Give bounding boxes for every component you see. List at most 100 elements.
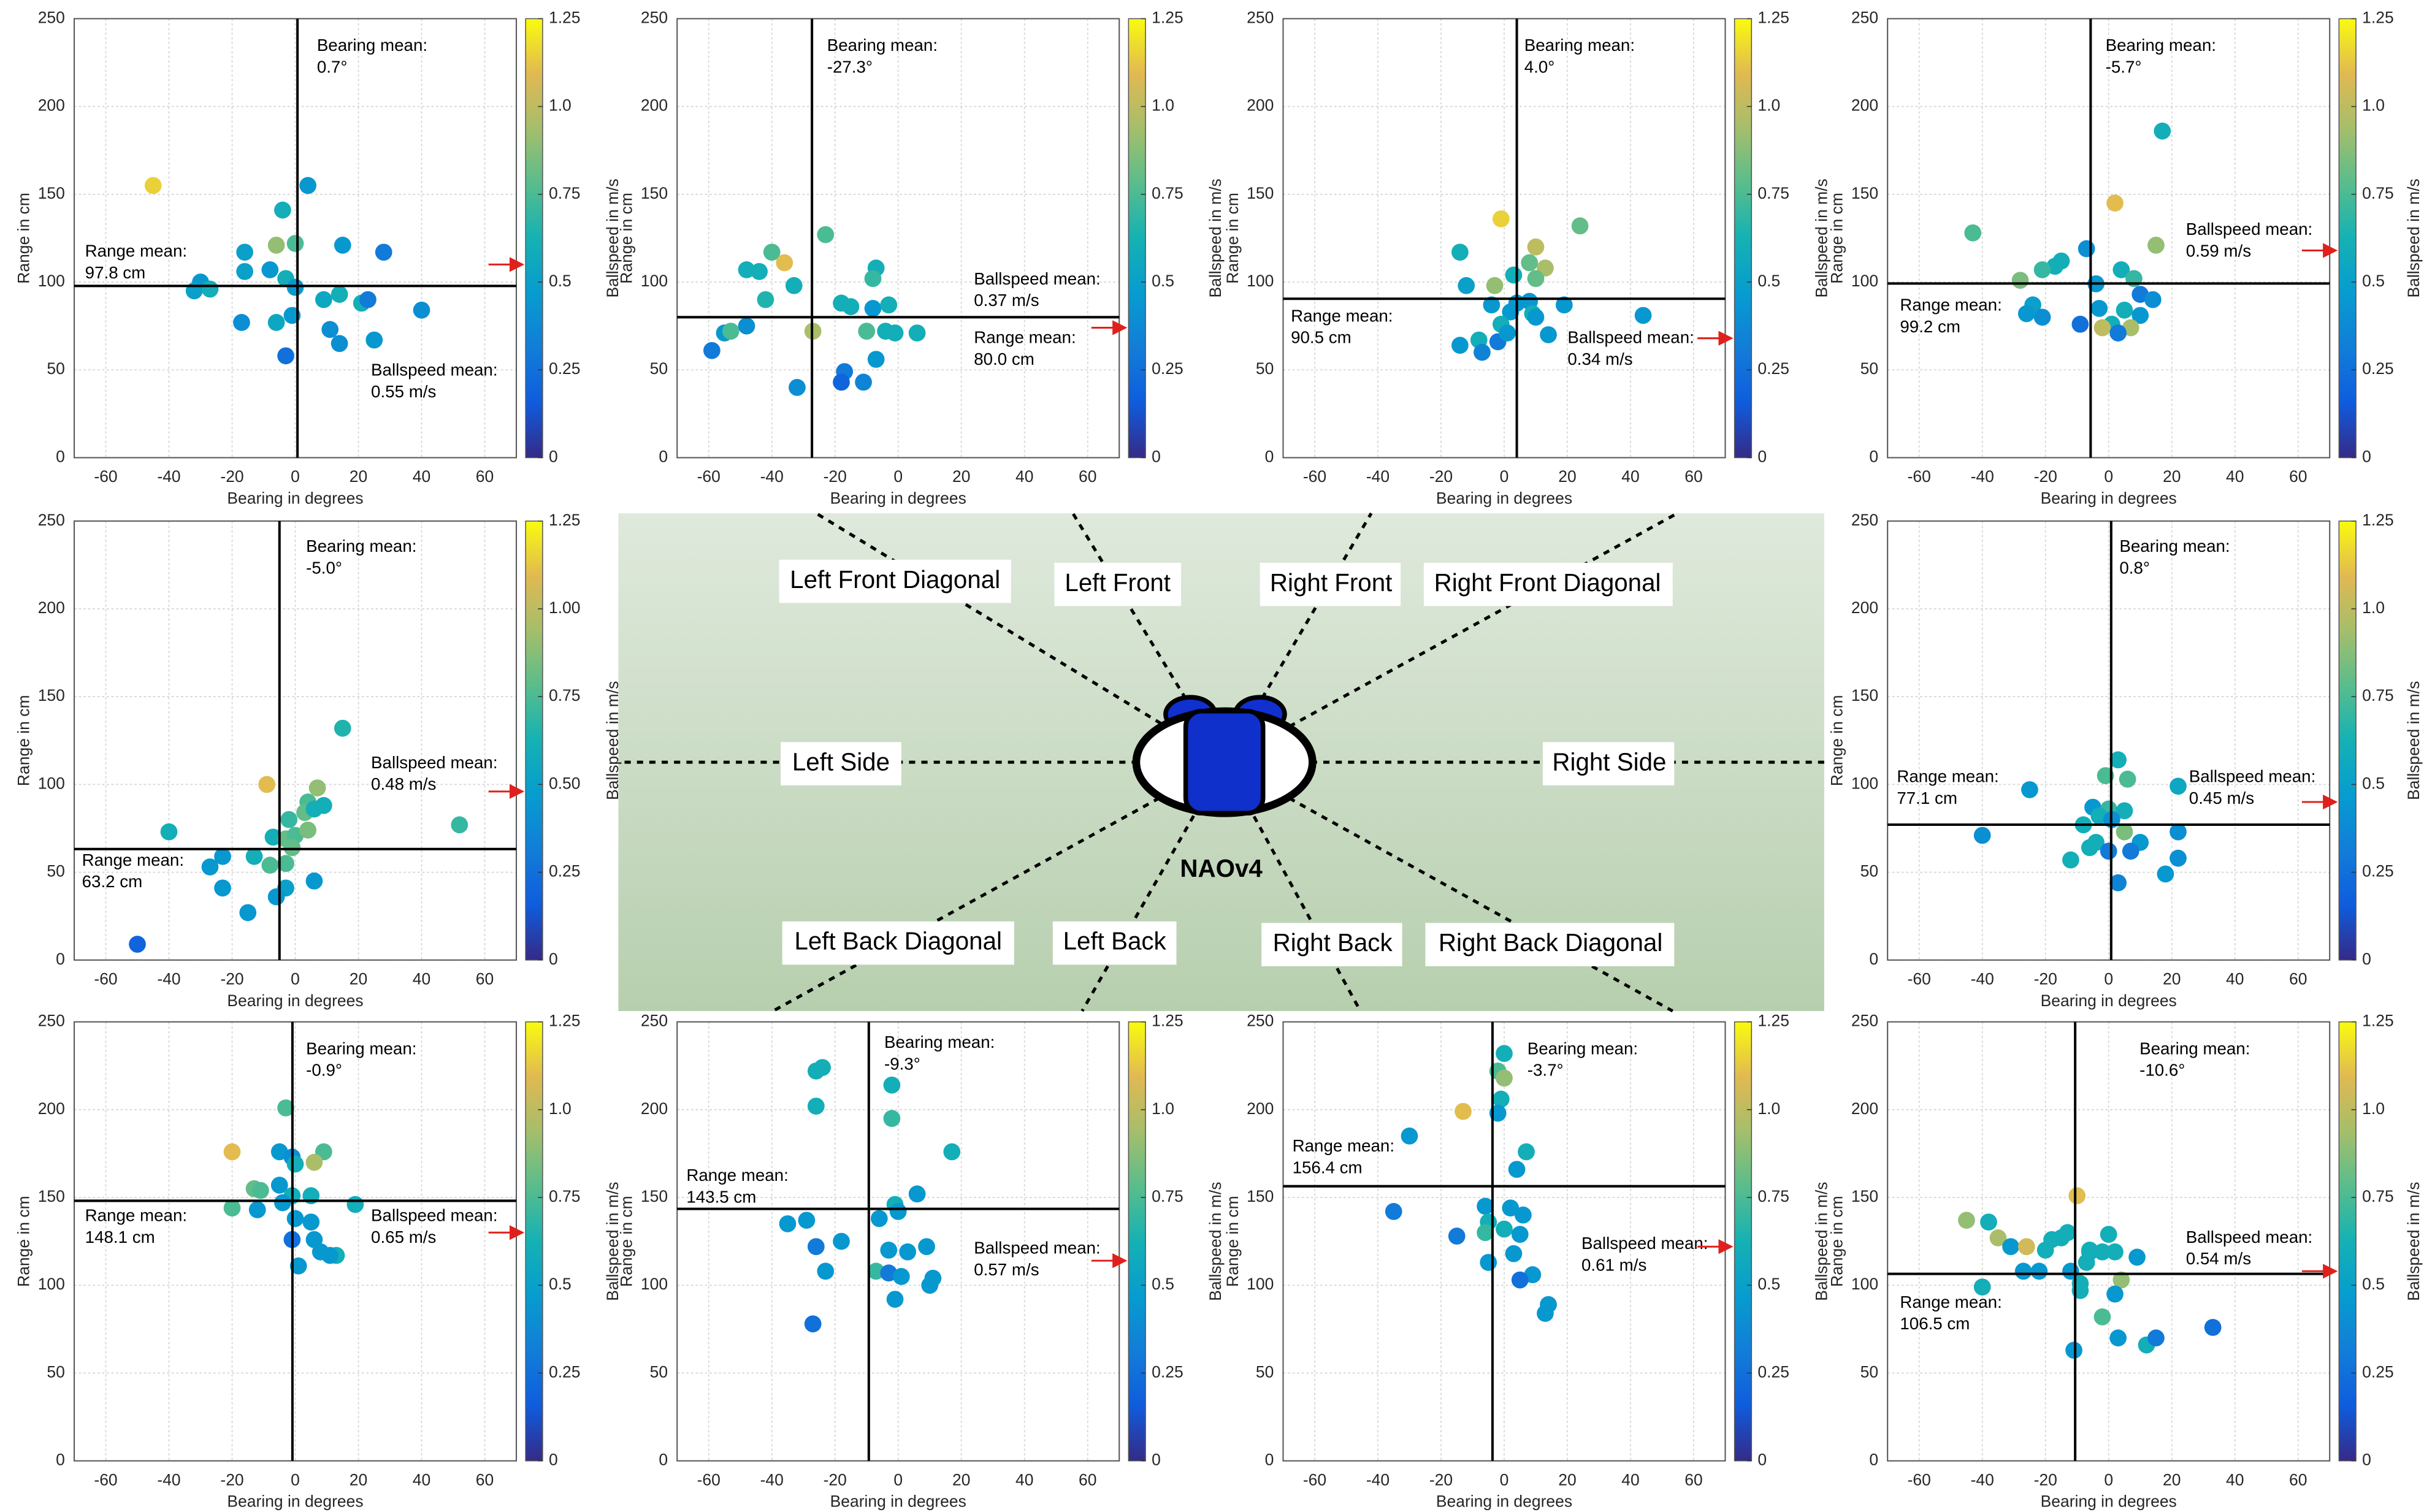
colorbar-tick-label: 0 xyxy=(549,950,558,968)
annotation-value: -0.9° xyxy=(306,1061,342,1080)
x-tick-label: -60 xyxy=(1303,467,1326,486)
colorbar xyxy=(1128,18,1145,457)
x-tick-label: 0 xyxy=(2104,970,2113,988)
colorbar-tick-label: 0.5 xyxy=(1757,272,1780,290)
scatter-point xyxy=(258,776,275,793)
scatter-point xyxy=(299,177,316,194)
scatter-panel: -60-40-200204060050100150200250Bearing i… xyxy=(1828,1012,2423,1511)
y-axis-label: Range in cm xyxy=(1828,695,1846,786)
annotation-title: Bearing mean: xyxy=(2119,536,2230,556)
y-tick-label: 200 xyxy=(641,96,668,115)
y-tick-label: 50 xyxy=(1860,359,1878,378)
colorbar-tick-label: 1.0 xyxy=(549,96,572,115)
scatter-point xyxy=(1474,344,1491,361)
scatter-point xyxy=(287,235,304,252)
y-tick-label: 200 xyxy=(1851,598,1878,617)
colorbar-tick-label: 0 xyxy=(549,1451,558,1469)
x-axis-label: Bearing in degrees xyxy=(2041,991,2177,1010)
scatter-point xyxy=(309,779,326,796)
scatter-point xyxy=(261,857,278,874)
direction-label: Left Front Diagonal xyxy=(790,565,1000,594)
scatter-point xyxy=(808,1063,825,1080)
scatter-point xyxy=(334,237,351,254)
scatter-point xyxy=(817,226,834,243)
x-tick-label: 60 xyxy=(1079,467,1096,486)
x-tick-label: -20 xyxy=(1429,467,1453,486)
scatter-point xyxy=(2002,1238,2019,1255)
annotation-title: Bearing mean: xyxy=(306,536,416,556)
scatter-point xyxy=(334,720,351,737)
y-axis-label: Range in cm xyxy=(14,695,32,786)
direction-label: Right Front Diagonal xyxy=(1434,568,1661,597)
y-tick-label: 250 xyxy=(1851,511,1878,529)
scatter-panel: -60-40-200204060050100150200250Bearing i… xyxy=(14,511,622,1010)
scatter-point xyxy=(1499,324,1516,342)
scatter-point xyxy=(1540,326,1557,343)
x-tick-label: 20 xyxy=(2163,467,2181,486)
x-tick-label: 0 xyxy=(291,970,300,988)
scatter-point xyxy=(2119,771,2136,788)
annotation-value: 0.54 m/s xyxy=(2186,1249,2251,1268)
scatter-point xyxy=(868,351,885,368)
scatter-point xyxy=(302,1213,319,1231)
robot-label: NAOv4 xyxy=(1180,854,1263,882)
scatter-point xyxy=(871,1210,888,1228)
scatter-point xyxy=(1512,1226,1529,1243)
scatter-point xyxy=(347,1196,364,1213)
y-tick-label: 200 xyxy=(641,1099,668,1118)
colorbar-label: Ballspeed in m/s xyxy=(603,681,622,800)
x-tick-label: -60 xyxy=(1303,1470,1326,1489)
scatter-point xyxy=(2021,781,2038,798)
scatter-point xyxy=(855,373,872,391)
colorbar-tick-label: 0.25 xyxy=(549,862,581,880)
annotation-value: 143.5 cm xyxy=(686,1187,756,1206)
annotation-value: 4.0° xyxy=(1524,57,1555,76)
scatter-point xyxy=(1385,1203,1402,1220)
colorbar-tick-label: 0 xyxy=(1757,447,1767,465)
annotation-title: Range mean: xyxy=(974,328,1076,347)
x-tick-label: 20 xyxy=(1558,1470,1576,1489)
x-axis-label: Bearing in degrees xyxy=(1436,1492,1572,1511)
colorbar-tick-label: 0.75 xyxy=(1152,1187,1183,1205)
y-tick-label: 100 xyxy=(641,1275,668,1293)
colorbar-tick-label: 0 xyxy=(549,447,558,465)
x-tick-label: 0 xyxy=(893,1470,903,1489)
scatter-point xyxy=(306,1154,323,1171)
colorbar-tick-label: 0.5 xyxy=(1152,272,1174,290)
x-tick-label: 20 xyxy=(1558,467,1576,486)
y-tick-label: 200 xyxy=(1247,96,1274,115)
annotation-title: Bearing mean: xyxy=(827,36,938,55)
scatter-point xyxy=(1527,239,1545,256)
scatter-point xyxy=(887,324,904,342)
y-tick-label: 50 xyxy=(650,359,668,378)
x-tick-label: 40 xyxy=(1015,1470,1033,1489)
scatter-point xyxy=(776,254,793,272)
colorbar-tick-label: 0.75 xyxy=(549,686,581,704)
colorbar xyxy=(1735,18,1752,457)
scatter-point xyxy=(1512,1272,1529,1289)
colorbar-tick-label: 0.25 xyxy=(1757,1362,1789,1381)
x-tick-label: 60 xyxy=(476,467,494,486)
direction-label: Left Front xyxy=(1065,568,1171,597)
scatter-point xyxy=(1508,1161,1526,1178)
y-axis-label: Range in cm xyxy=(1223,1196,1242,1287)
y-tick-label: 150 xyxy=(641,184,668,202)
colorbar xyxy=(1128,1022,1145,1461)
scatter-point xyxy=(2094,1308,2111,1326)
colorbar-tick-label: 1.0 xyxy=(2362,1099,2385,1118)
scatter-point xyxy=(817,1262,834,1280)
scatter-point xyxy=(2109,1329,2127,1346)
colorbar-tick-label: 0.75 xyxy=(1757,184,1789,202)
scatter-point xyxy=(1974,827,1991,844)
colorbar-tick-label: 1.25 xyxy=(2362,511,2394,529)
scatter-point xyxy=(943,1144,960,1161)
x-tick-label: 20 xyxy=(952,1470,970,1489)
x-tick-label: -20 xyxy=(824,1470,847,1489)
scatter-point xyxy=(233,314,250,331)
scatter-point xyxy=(1486,277,1504,294)
x-tick-label: 40 xyxy=(413,970,430,988)
scatter-point xyxy=(786,277,803,294)
y-tick-label: 200 xyxy=(1247,1099,1274,1118)
x-tick-label: 40 xyxy=(2226,1470,2244,1489)
scatter-point xyxy=(808,1098,825,1115)
